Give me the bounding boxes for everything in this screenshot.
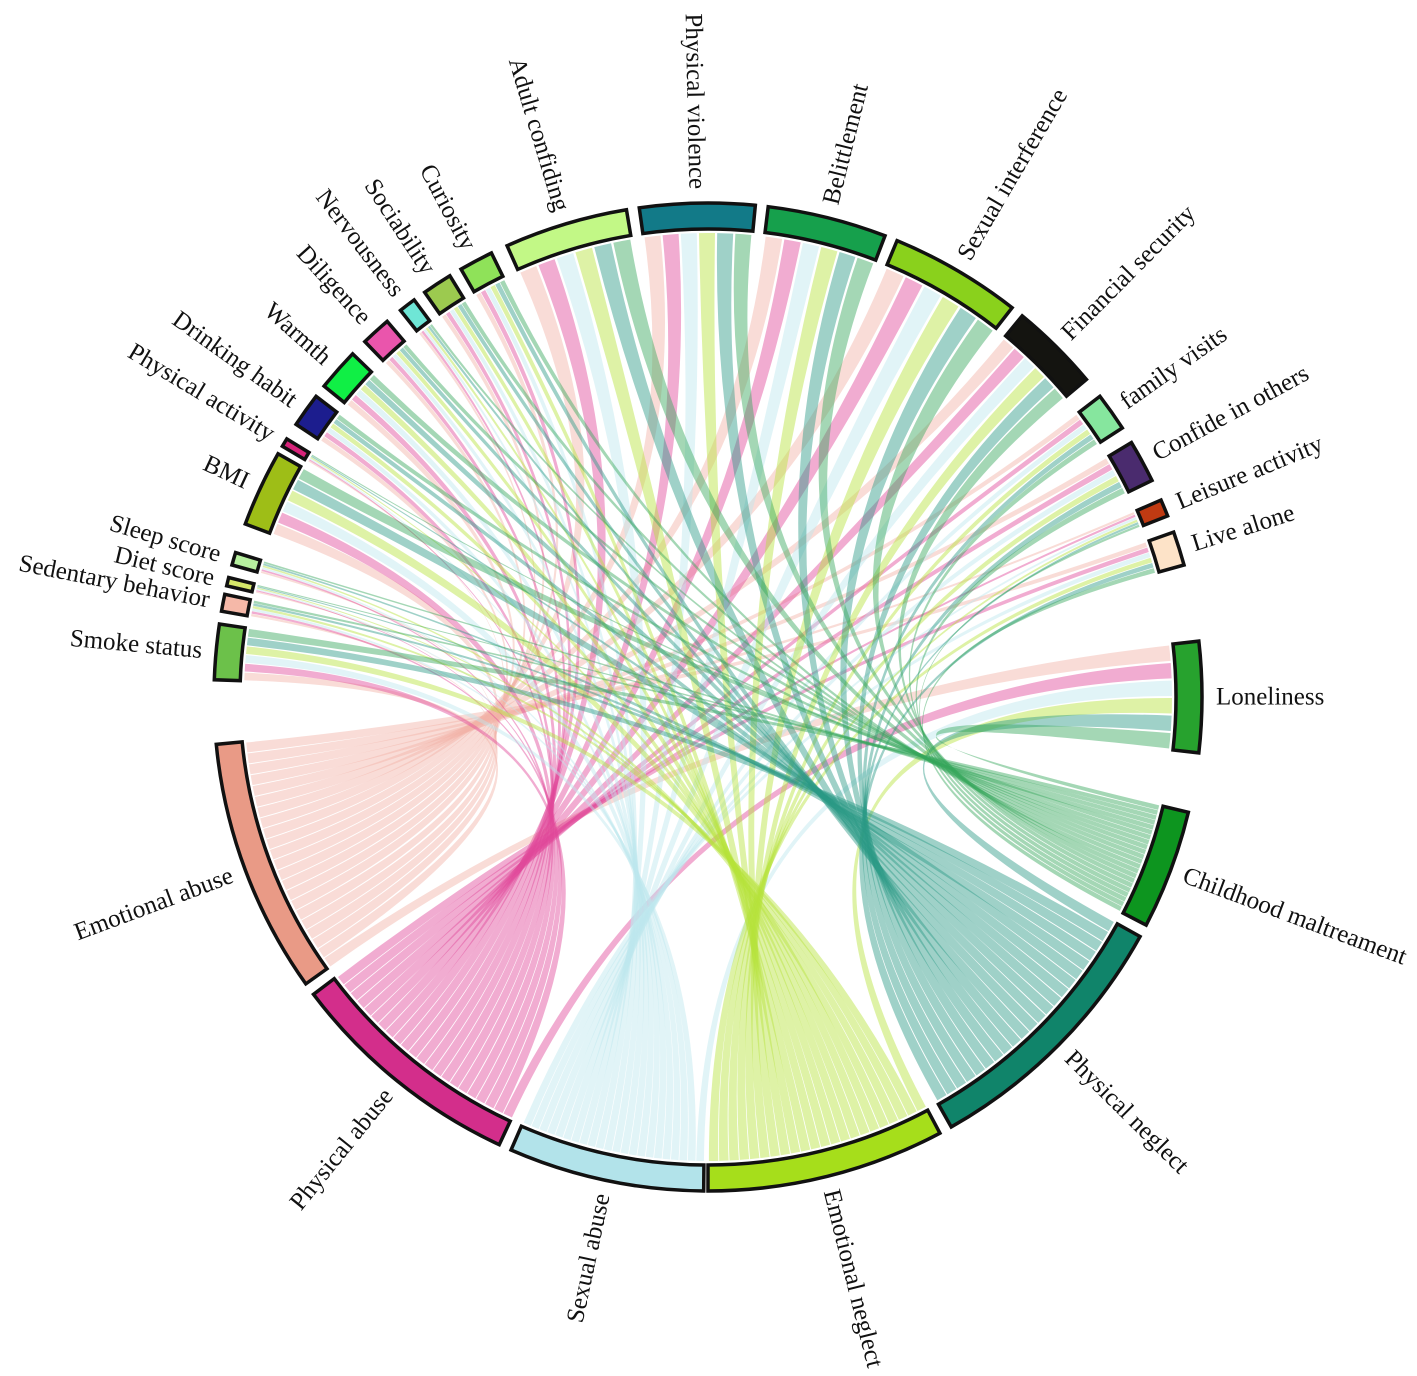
sector-arc-sociability xyxy=(422,273,466,317)
ribbon-emotional-abuse-to-physical-activity xyxy=(291,460,506,910)
ribbon-physical-abuse-to-bmi xyxy=(278,512,554,1094)
sector-arc-sleep-score xyxy=(229,550,263,575)
sector-label-loneliness: Loneliness xyxy=(1216,684,1324,711)
ribbon-emotional-abuse-to-bmi xyxy=(273,523,499,920)
sector-arc-belittlement xyxy=(763,204,888,263)
ribbon-childhood-maltreatment-to-loneliness xyxy=(936,724,1171,810)
ribbon-childhood-maltreatment-to-family-visits xyxy=(908,439,1129,898)
sector-arc-live-alone xyxy=(1146,529,1187,575)
sector-arc-bmi xyxy=(243,451,304,536)
ribbon-childhood-maltreatment-to-sleep-score xyxy=(263,561,1154,830)
ribbon-physical-abuse-to-loneliness xyxy=(503,662,1172,1118)
sector-label-sexual-interference: Sexual interference xyxy=(952,84,1073,265)
sector-label-belittlement: Belittlement xyxy=(818,81,874,207)
sector-arc-physical-violence xyxy=(637,201,758,236)
sector-arc-sedentary-behavior xyxy=(219,592,253,618)
sector-arc-smoke-status xyxy=(212,621,248,683)
sector-arc-childhood-maltreatment xyxy=(1120,804,1191,928)
sector-arc-family-visits xyxy=(1076,393,1125,445)
sector-label-emotional-abuse: Emotional abuse xyxy=(71,862,237,946)
ribbon-emotional-abuse-to-belittlement xyxy=(257,236,783,818)
sector-arc-financial-security xyxy=(1003,313,1089,399)
sector-arc-warmth xyxy=(321,351,374,405)
ribbon-physical-neglect-to-diligence xyxy=(399,347,1054,1015)
ribbon-emotional-neglect-to-belittlement xyxy=(748,247,838,1157)
sector-label-warmth: Warmth xyxy=(259,297,337,371)
ribbon-physical-neglect-to-drinking-habit xyxy=(333,419,1069,998)
ribbon-childhood-maltreatment-to-smoke-status xyxy=(247,628,1158,815)
sector-arc-diligence xyxy=(362,318,407,363)
ribbon-sexual-abuse-to-physical-violence xyxy=(579,233,698,1145)
ribbon-sexual-abuse-to-belittlement xyxy=(571,242,820,1143)
ribbon-emotional-abuse-to-adult-confiding xyxy=(263,265,585,839)
sector-label-smoke-status: Smoke status xyxy=(69,625,204,664)
sector-arc-physical-activity xyxy=(279,436,312,462)
sector-label-physical-abuse: Physical abuse xyxy=(285,1083,399,1215)
ribbon-physical-neglect-to-warmth xyxy=(365,379,1062,1007)
ribbon-sexual-abuse-to-drinking-habit xyxy=(327,427,654,1157)
sector-label-financial-security: Financial security xyxy=(1056,200,1201,346)
sector-label-bmi: BMI xyxy=(199,450,253,494)
ribbon-physical-abuse-to-financial-security xyxy=(364,348,1024,1016)
sector-label-physical-violence: Physical violence xyxy=(680,13,711,189)
sector-label-childhood-maltreatment: Childhood maltreament xyxy=(1179,862,1410,970)
ribbon-physical-neglect-to-loneliness xyxy=(922,714,1172,932)
sector-arc-emotional-neglect xyxy=(706,1107,943,1193)
sector-label-physical-activity: Physical activity xyxy=(123,338,280,447)
sector-arc-physical-abuse xyxy=(311,976,513,1148)
sector-label-family-visits: family visits xyxy=(1115,321,1232,415)
sector-arc-physical-neglect xyxy=(936,921,1143,1130)
ribbon-childhood-maltreatment-to-belittlement xyxy=(818,257,1135,883)
sector-arc-loneliness xyxy=(1171,639,1204,755)
ribbon-layer xyxy=(244,233,1172,1161)
sector-arc-adult-confiding xyxy=(504,207,633,272)
sector-label-live-alone: Live alone xyxy=(1188,499,1297,557)
sector-label-emotional-neglect: Emotional neglect xyxy=(818,1187,888,1371)
ribbon-emotional-neglect-to-physical-violence xyxy=(698,233,791,1156)
sector-arc-confide-in-others xyxy=(1106,440,1155,495)
ribbon-sexual-abuse-to-sociability xyxy=(449,309,639,1151)
sector-arc-emotional-abuse xyxy=(214,739,330,987)
sector-arc-nervousness xyxy=(398,297,433,334)
sector-arc-drinking-habit xyxy=(293,393,340,442)
ribbon-sexual-abuse-to-adult-confiding xyxy=(556,253,647,1148)
sector-arc-curiosity xyxy=(458,250,506,295)
ribbon-childhood-maltreatment-to-confide-in-others xyxy=(915,487,1127,902)
sector-label-adult-confiding: Adult confiding xyxy=(503,54,575,215)
sector-label-physical-neglect: Physical neglect xyxy=(1059,1045,1194,1179)
ribbon-physical-neglect-to-physical-violence xyxy=(716,233,1013,1055)
ribbon-physical-neglect-to-confide-in-others xyxy=(863,481,1122,1089)
ribbon-physical-neglect-to-sexual-interference xyxy=(840,307,995,1069)
sector-arc-sexual-interference xyxy=(884,238,1015,331)
sector-arc-layer xyxy=(212,201,1204,1193)
sector-arc-diet-score xyxy=(224,575,257,594)
sector-arc-sexual-abuse xyxy=(508,1123,706,1193)
ribbon-emotional-neglect-to-adult-confiding xyxy=(575,247,801,1154)
ribbon-physical-abuse-to-nervousness xyxy=(416,330,566,1064)
sector-label-sexual-abuse: Sexual abuse xyxy=(562,1191,616,1325)
sector-arc-leisure-activity xyxy=(1134,497,1170,528)
